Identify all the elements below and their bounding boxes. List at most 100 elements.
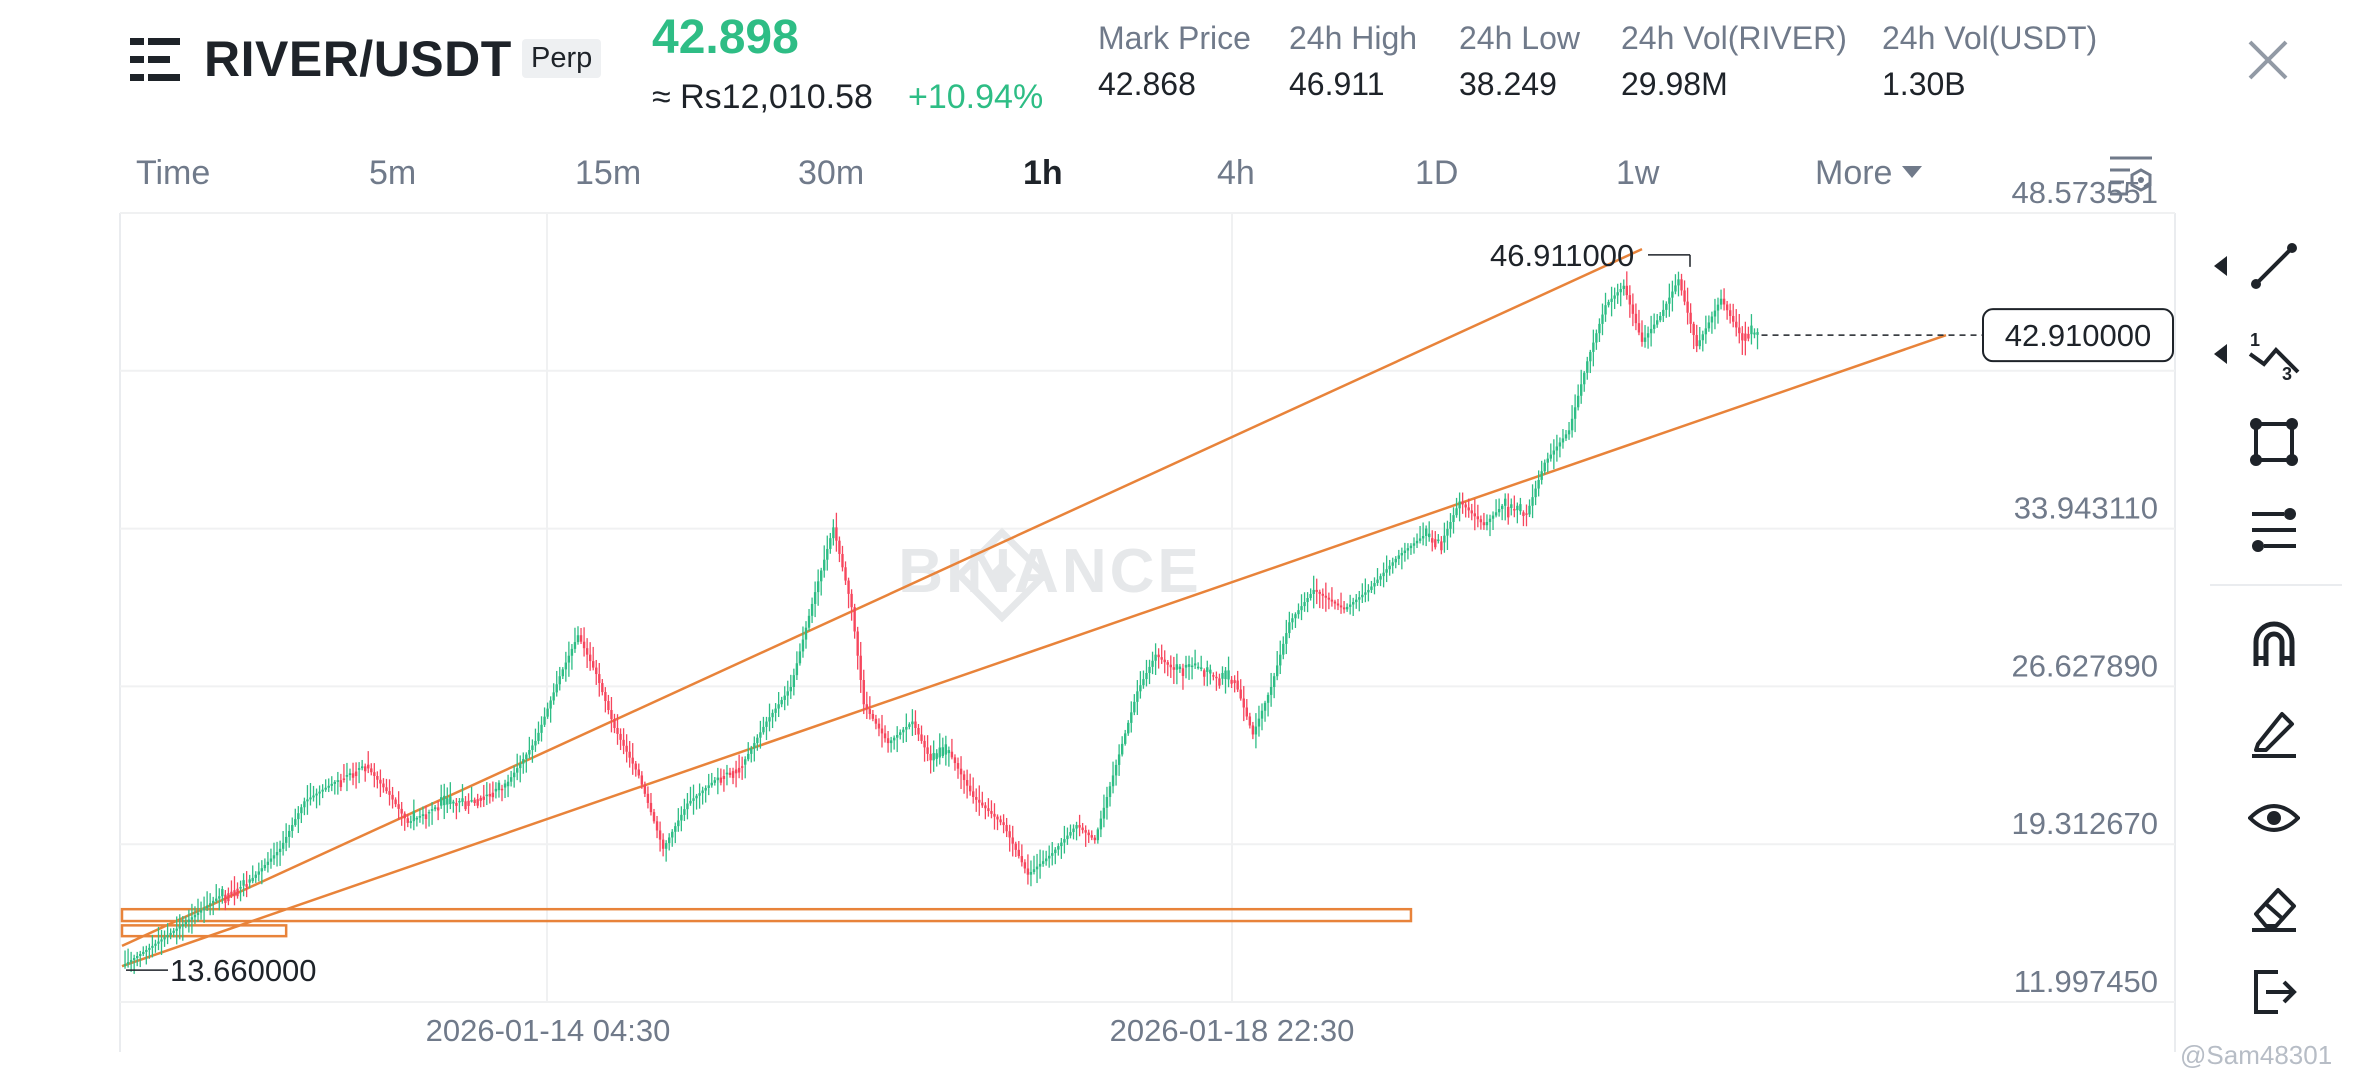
exit-icon[interactable] (2248, 966, 2300, 1018)
candle-body (345, 775, 349, 777)
eraser-icon[interactable] (2248, 880, 2300, 932)
time-axis: 2026-01-14 04:30 2026-01-18 22:30 (426, 1013, 1355, 1048)
candle-body (1367, 589, 1370, 593)
candle-body (981, 802, 984, 806)
tab-30m[interactable]: 30m (798, 154, 865, 192)
chart-grid (119, 212, 2176, 1052)
candle-body (531, 745, 534, 750)
candle-body (1382, 572, 1385, 577)
candle-body (409, 821, 412, 823)
candle-body (1139, 685, 1142, 692)
tab-5m[interactable]: 5m (369, 154, 417, 192)
candle-body (1497, 509, 1501, 513)
candle-body (649, 802, 653, 813)
candle-body (212, 900, 215, 904)
candle-body (1528, 505, 1531, 515)
candle-body (1558, 442, 1562, 447)
candle-body (1659, 315, 1662, 321)
candle-body (680, 814, 683, 821)
candle-body (567, 655, 571, 663)
candle-body (245, 884, 248, 887)
candle-body (230, 891, 233, 896)
candle-body (1376, 579, 1379, 584)
tab-4h[interactable]: 4h (1217, 154, 1255, 192)
candle-body (1318, 591, 1321, 594)
candle-body (1725, 304, 1729, 311)
candle-body (1424, 528, 1428, 537)
pair-title[interactable]: RIVER/USDT (204, 31, 512, 87)
candle-body (433, 807, 437, 810)
candle-body (947, 750, 951, 754)
candle-body (631, 757, 634, 764)
eye-icon[interactable] (2248, 792, 2300, 844)
candle-body (1504, 498, 1507, 506)
chevron-down-icon[interactable] (1902, 166, 1922, 178)
candle-body (1613, 295, 1616, 299)
candle-body (634, 763, 637, 770)
high-24h-value: 46.911 (1289, 66, 1385, 102)
menu-icon[interactable] (130, 36, 182, 84)
candle-body (1111, 775, 1115, 787)
tab-1h[interactable]: 1h (1023, 154, 1063, 192)
candle-body (1051, 853, 1054, 856)
trend-line-caret-icon[interactable] (2214, 256, 2227, 276)
candle-body (625, 745, 628, 752)
candle-body (896, 734, 899, 738)
candle-body (1500, 505, 1504, 510)
tab-15m[interactable]: 15m (575, 154, 642, 192)
candle-body (713, 780, 716, 783)
candle-body (1485, 521, 1489, 526)
candle-body (291, 825, 294, 831)
candle-body (1011, 837, 1014, 844)
magnet-icon[interactable] (2248, 618, 2300, 670)
tab-1w[interactable]: 1w (1616, 154, 1660, 192)
close-icon[interactable] (2244, 36, 2292, 84)
candle-body (312, 795, 315, 798)
candle-body (1567, 430, 1571, 435)
candle-body (1102, 807, 1106, 819)
tab-time[interactable]: Time (136, 154, 211, 192)
candle-body (516, 768, 519, 773)
candle-body (415, 817, 419, 820)
rectangle-shape-icon[interactable] (2248, 416, 2300, 468)
candle-body (1099, 818, 1103, 830)
candle-body (1169, 664, 1172, 668)
candle-body (1163, 659, 1166, 663)
candle-body (376, 775, 379, 780)
candle-body (707, 785, 710, 788)
candle-body (610, 710, 613, 719)
candle-body (1479, 519, 1483, 523)
price-axis-label: 48.573551 (2011, 175, 2158, 210)
candle-body (278, 848, 282, 853)
candle-body (1160, 657, 1163, 660)
chart-settings-icon[interactable] (2108, 152, 2154, 198)
candle-body (330, 783, 333, 786)
indicator-settings-icon[interactable] (2248, 504, 2300, 556)
candle-body (622, 739, 625, 746)
fibonacci-caret-icon[interactable] (2214, 344, 2227, 364)
fibonacci-icon[interactable]: 1 3 (2248, 328, 2300, 380)
candle-body (412, 811, 416, 822)
candle-body (655, 821, 659, 831)
candle-body (996, 816, 999, 820)
candle-body (1127, 722, 1130, 734)
candle-body (658, 830, 662, 840)
pencil-icon[interactable] (2248, 706, 2300, 758)
candle-body (1300, 606, 1303, 611)
candle-body (1282, 643, 1285, 655)
candle-body (257, 871, 260, 875)
candle-body (509, 777, 513, 782)
candle-body (427, 811, 431, 814)
candle-body (1473, 513, 1476, 517)
tab-more[interactable]: More (1815, 154, 1893, 192)
candle-body (1333, 601, 1337, 604)
trend-line-icon[interactable] (2248, 240, 2300, 292)
candle-body (1738, 327, 1741, 334)
candle-body (1573, 407, 1577, 419)
tab-1d[interactable]: 1D (1415, 154, 1459, 192)
candle-body (832, 527, 835, 539)
candle-body (804, 627, 808, 640)
vol-quote-24h-label: 24h Vol(USDT) (1882, 20, 2098, 56)
candle-body (1494, 512, 1498, 516)
